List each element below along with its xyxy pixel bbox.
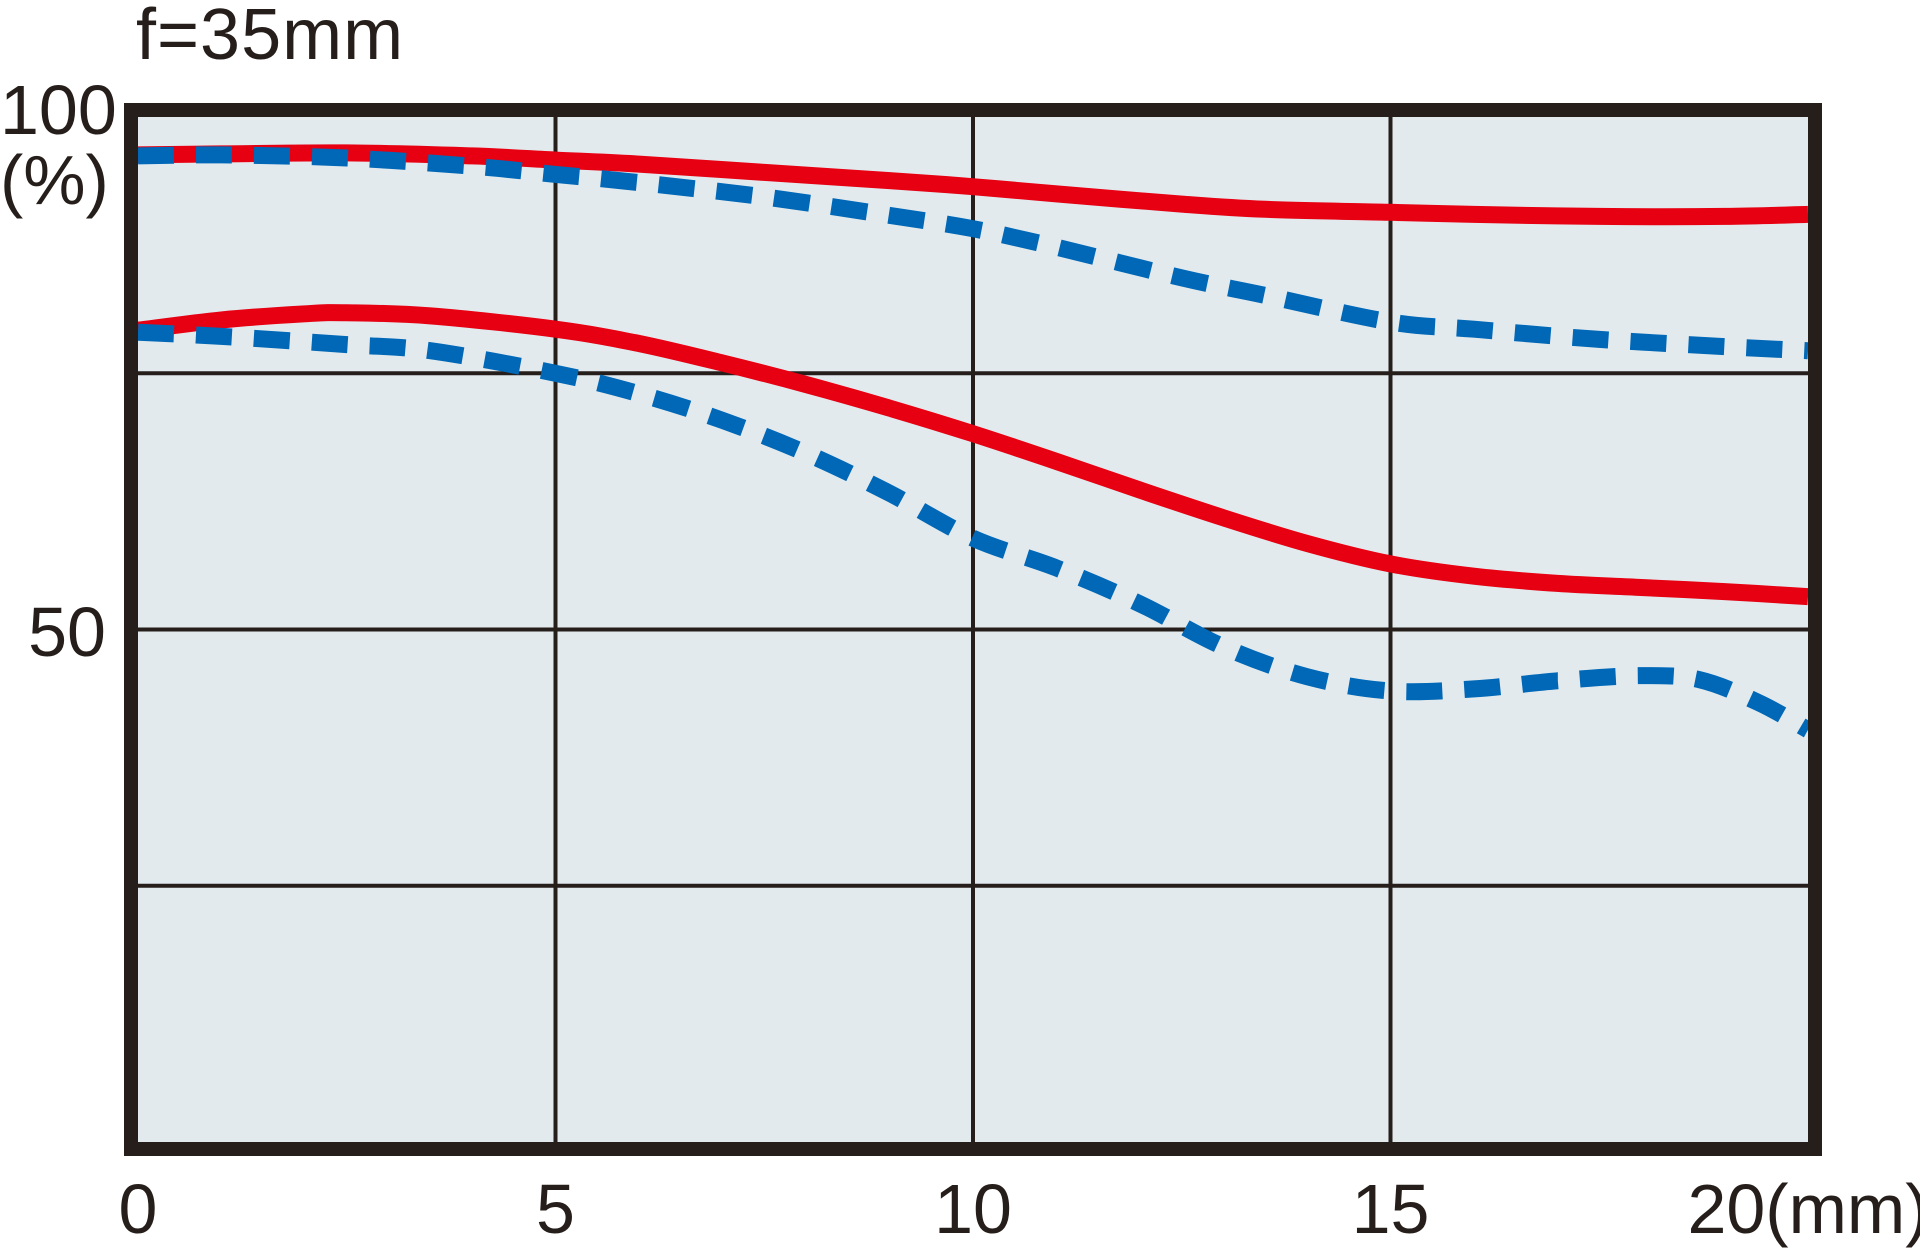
y-axis-tick-50: 50 bbox=[28, 593, 106, 671]
blue-dashed-upper-curve bbox=[138, 146, 1808, 360]
x-axis-tick-15: 15 bbox=[1351, 1170, 1430, 1248]
curves-svg bbox=[138, 117, 1808, 1142]
red-solid-lower-curve bbox=[138, 304, 1808, 606]
y-axis-tick-100: 100 bbox=[0, 71, 117, 149]
plot-area bbox=[124, 103, 1822, 1156]
x-axis-tick-5: 5 bbox=[536, 1170, 575, 1248]
x-axis-tick-0: 0 bbox=[118, 1170, 158, 1248]
x-axis-tick-10: 10 bbox=[934, 1170, 1012, 1248]
blue-dashed-lower-curve bbox=[138, 323, 1808, 738]
x-axis-tick-20: 20(mm) bbox=[1687, 1170, 1920, 1248]
y-axis-unit-label: (%) bbox=[0, 141, 109, 219]
chart-title: f=35mm bbox=[136, 0, 405, 75]
